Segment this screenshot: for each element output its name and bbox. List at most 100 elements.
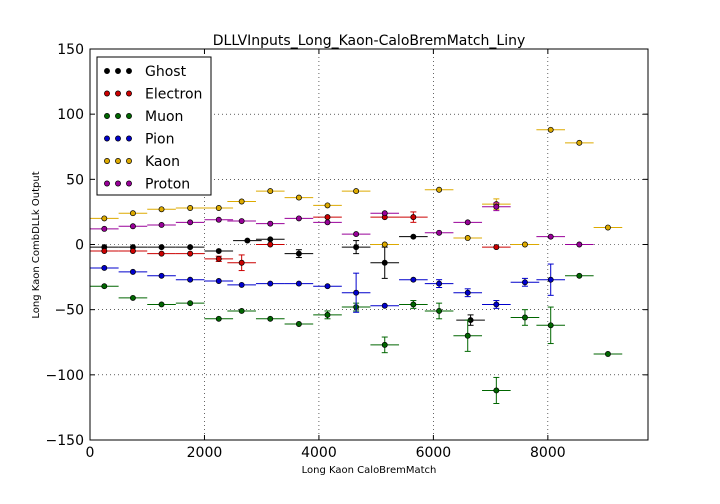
data-point — [547, 276, 554, 283]
legend-marker — [104, 158, 110, 164]
data-point — [436, 308, 443, 314]
data-point — [295, 280, 302, 287]
data-point — [187, 250, 194, 257]
legend-entry-pion: Pion — [104, 132, 174, 148]
data-point — [101, 215, 108, 222]
data-point — [324, 311, 331, 318]
legend-label: Pion — [145, 132, 174, 148]
y-tick-label: 50 — [66, 172, 84, 188]
legend-marker — [126, 135, 132, 142]
data-point — [267, 315, 274, 322]
data-point — [129, 210, 136, 217]
data-point — [129, 268, 136, 275]
data-point — [604, 224, 611, 231]
series-kaon — [90, 126, 623, 248]
data-point — [547, 126, 554, 133]
series-proton — [90, 202, 594, 248]
data-point — [410, 301, 417, 308]
data-point — [464, 332, 471, 339]
legend-marker — [126, 180, 132, 187]
data-point — [215, 248, 222, 254]
data-point — [353, 289, 360, 296]
data-point — [410, 233, 417, 240]
data-point — [187, 244, 194, 251]
legend-label: Kaon — [145, 154, 180, 170]
data-point — [215, 315, 222, 322]
legend-label: Ghost — [145, 64, 187, 80]
series-pion — [90, 263, 566, 313]
data-point — [267, 236, 274, 243]
data-point — [238, 259, 245, 266]
data-point — [215, 205, 222, 211]
data-point — [238, 281, 245, 288]
data-point — [522, 241, 528, 248]
data-point — [547, 322, 554, 329]
data-point — [353, 244, 360, 251]
data-point — [464, 219, 471, 226]
data-point — [158, 244, 165, 251]
data-point — [295, 194, 302, 201]
x-axis-label: Long Kaon CaloBremMatch — [302, 465, 437, 476]
data-point — [101, 283, 108, 290]
x-tick-label: 2000 — [187, 445, 223, 461]
data-point — [381, 210, 388, 217]
data-point — [493, 387, 500, 394]
data-point — [295, 250, 302, 257]
legend-entry-ghost: Ghost — [104, 64, 187, 80]
data-point — [101, 248, 108, 254]
legend-marker — [126, 90, 132, 97]
data-point — [381, 259, 388, 266]
data-point — [158, 221, 165, 228]
data-point — [493, 244, 500, 251]
data-point — [464, 289, 471, 296]
legend-marker — [126, 158, 132, 164]
data-point — [381, 341, 388, 348]
x-tick-label: 6000 — [416, 445, 452, 461]
legend-marker — [104, 180, 110, 187]
data-point — [576, 241, 583, 248]
legend-marker — [115, 113, 121, 119]
data-point — [238, 308, 245, 314]
data-point — [158, 206, 165, 213]
data-point — [129, 223, 136, 230]
data-point — [187, 205, 194, 211]
series-ghost — [90, 233, 485, 326]
legend-marker — [115, 135, 121, 142]
data-point — [215, 278, 222, 284]
y-tick-label: 100 — [57, 107, 84, 123]
data-point — [129, 248, 136, 254]
legend-entry-proton: Proton — [104, 177, 190, 193]
data-point — [493, 203, 500, 210]
data-point — [267, 241, 274, 248]
legend-entry-electron: Electron — [104, 87, 202, 103]
data-point — [410, 214, 417, 221]
legend-marker — [104, 90, 110, 97]
data-point — [381, 302, 388, 309]
data-point — [215, 255, 222, 262]
data-point — [238, 198, 245, 205]
legend-marker — [115, 158, 121, 164]
data-point — [353, 188, 360, 195]
data-point — [353, 231, 360, 238]
legend-marker — [104, 135, 110, 142]
data-point — [522, 279, 528, 286]
data-point — [158, 272, 165, 279]
data-point — [158, 301, 165, 308]
data-point — [187, 276, 194, 283]
data-point — [101, 265, 108, 271]
x-tick-label: 0 — [86, 445, 95, 461]
data-point — [576, 272, 583, 279]
legend-marker — [104, 68, 110, 74]
legend-marker — [115, 180, 121, 187]
data-point — [324, 202, 331, 209]
data-point — [604, 351, 611, 357]
data-point — [436, 280, 443, 287]
legend-marker — [115, 68, 121, 74]
legend-label: Proton — [145, 177, 190, 193]
legend-marker — [115, 90, 121, 97]
data-point — [436, 186, 443, 193]
series-layer — [90, 126, 623, 405]
data-point — [464, 235, 471, 241]
legend-marker — [104, 113, 110, 119]
